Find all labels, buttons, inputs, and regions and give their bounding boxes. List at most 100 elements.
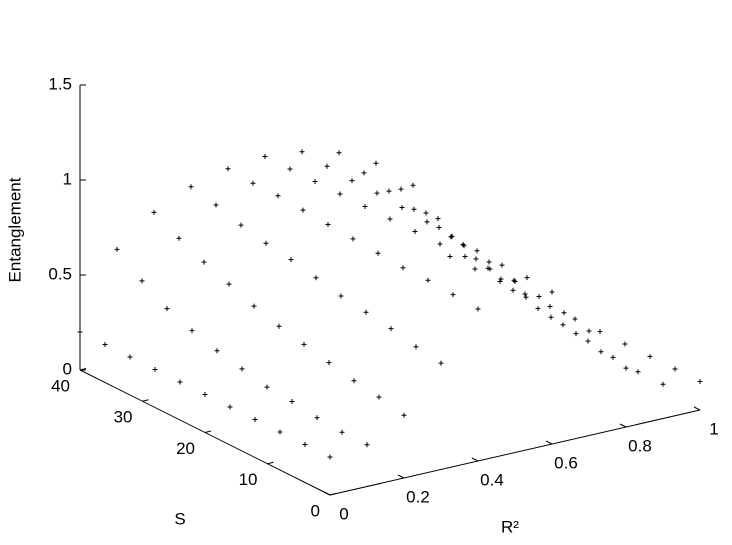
point	[400, 265, 406, 271]
point	[610, 354, 616, 360]
z-tick-label: 1.5	[48, 74, 72, 93]
point	[387, 216, 393, 222]
point	[325, 222, 331, 227]
y-tick-label: 20	[176, 439, 195, 458]
z-tick-label: 0	[63, 359, 72, 378]
point	[227, 404, 233, 410]
point	[438, 360, 444, 366]
point	[437, 241, 443, 247]
point	[549, 289, 555, 295]
point	[263, 240, 269, 246]
x-tick-label: 0.4	[480, 470, 504, 489]
point	[151, 209, 157, 215]
point	[585, 338, 591, 344]
point	[277, 429, 283, 435]
point	[622, 341, 628, 347]
point	[350, 236, 356, 242]
point	[474, 248, 480, 254]
point	[373, 160, 379, 166]
point	[239, 366, 245, 372]
point	[188, 184, 194, 190]
point	[472, 266, 478, 272]
point	[448, 234, 454, 240]
x-tick-label: 0.2	[406, 487, 430, 506]
point	[77, 329, 83, 335]
point	[412, 229, 418, 234]
point	[327, 454, 333, 460]
z-axis-label: Entanglement	[5, 177, 24, 282]
point	[349, 178, 355, 184]
point	[201, 259, 207, 265]
point	[597, 329, 603, 334]
y-tick	[142, 399, 149, 402]
point	[363, 309, 369, 315]
point	[336, 150, 342, 156]
point	[276, 323, 282, 329]
point	[536, 294, 542, 299]
y-axis-label: S	[174, 509, 185, 528]
point	[262, 154, 268, 159]
point	[485, 265, 491, 271]
point	[523, 294, 529, 300]
point	[326, 360, 332, 366]
point	[339, 429, 345, 435]
point	[313, 275, 319, 281]
point	[623, 365, 629, 371]
point	[312, 179, 318, 184]
x-tick	[545, 440, 553, 445]
x-tick-label: 0.8	[628, 436, 652, 455]
point	[450, 292, 456, 298]
point	[499, 262, 505, 268]
point	[250, 180, 256, 186]
point	[486, 259, 492, 265]
z-tick-label: 1	[63, 169, 72, 188]
point	[388, 326, 394, 332]
point	[475, 306, 481, 312]
point	[289, 399, 295, 404]
point	[497, 279, 503, 284]
point	[647, 354, 653, 359]
x-tick	[471, 457, 479, 462]
x-tick	[693, 406, 701, 411]
point	[547, 304, 553, 309]
x-axis	[329, 409, 701, 496]
x-tick-label: 0	[339, 504, 348, 523]
point	[399, 205, 405, 210]
point	[324, 163, 330, 169]
point	[177, 379, 183, 385]
point	[302, 442, 308, 447]
point	[524, 275, 530, 281]
y-tick-label: 10	[239, 470, 258, 489]
point	[152, 367, 158, 372]
point	[301, 341, 307, 347]
point	[386, 188, 392, 194]
point	[214, 348, 220, 354]
x-tick-label: 0.6	[554, 453, 578, 472]
point	[660, 381, 666, 387]
point	[510, 287, 516, 293]
point	[287, 166, 293, 172]
point	[435, 216, 441, 222]
point	[213, 202, 219, 208]
x-tick	[397, 474, 405, 479]
point	[398, 186, 404, 192]
point	[423, 210, 429, 216]
x-tick-label: 1	[709, 419, 718, 438]
point	[139, 278, 145, 284]
point	[447, 254, 453, 259]
point	[572, 316, 578, 322]
point	[560, 322, 566, 328]
point	[462, 254, 468, 259]
point	[338, 293, 344, 299]
point	[275, 193, 281, 199]
point	[102, 342, 108, 347]
point	[598, 349, 604, 355]
point	[374, 190, 380, 196]
y-tick-label: 30	[114, 408, 133, 427]
point	[561, 310, 567, 316]
point	[411, 206, 417, 212]
point	[351, 378, 357, 384]
point	[375, 250, 381, 256]
point	[449, 233, 455, 239]
